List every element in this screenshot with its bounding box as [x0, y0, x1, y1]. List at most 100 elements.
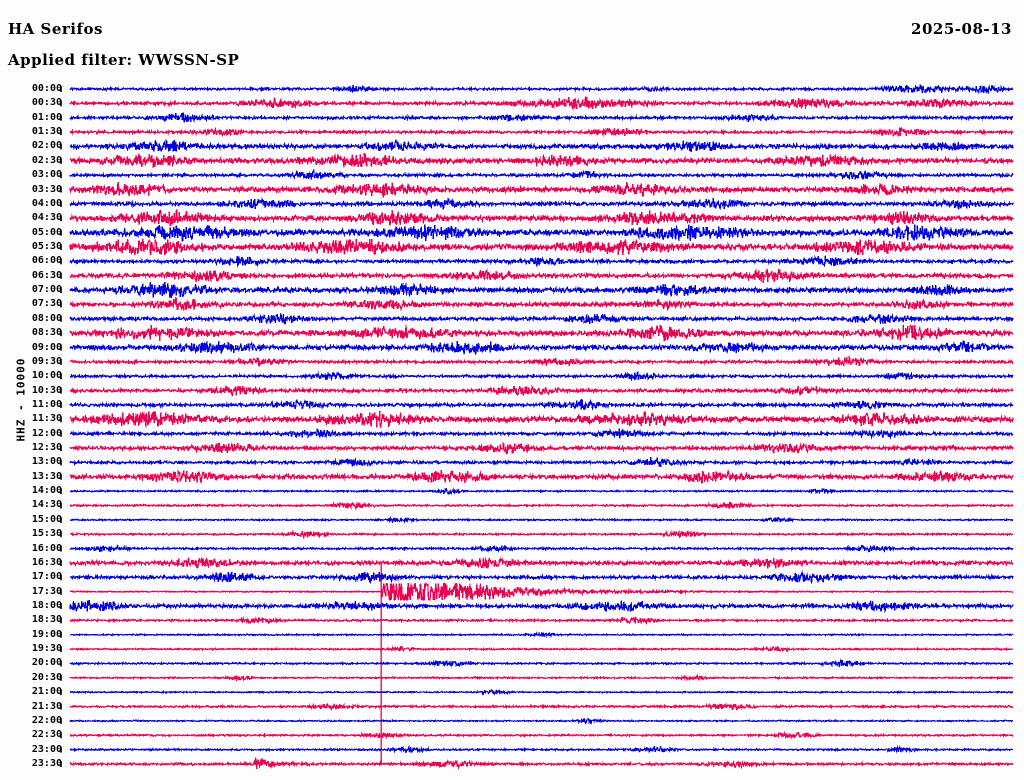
seismogram-trace[interactable]	[69, 544, 1014, 553]
seismogram-trace[interactable]	[69, 457, 1014, 468]
time-axis-tick-label: 19:00	[31, 628, 62, 640]
seismogram-trace[interactable]	[69, 238, 1014, 256]
seismogram-trace[interactable]	[69, 615, 1014, 626]
time-axis-tick-label: 12:30	[31, 442, 62, 454]
time-axis-tick-label: 06:00	[31, 255, 62, 267]
time-axis-tick-label: 23:00	[31, 743, 62, 755]
time-axis-tick-label: 12:00	[31, 427, 62, 439]
time-axis-tick-label: 18:00	[31, 600, 62, 612]
seismogram-trace[interactable]	[69, 371, 1014, 382]
time-axis-tick-label: 01:30	[31, 126, 62, 138]
seismogram-trace[interactable]	[69, 411, 1014, 429]
seismogram-trace[interactable]	[69, 689, 1014, 696]
seismogram-trace[interactable]	[69, 268, 1014, 283]
seismogram-trace[interactable]	[69, 96, 1014, 111]
seismogram-trace[interactable]	[69, 112, 1014, 123]
seismogram-trace[interactable]	[69, 570, 1014, 585]
time-axis-tick-label: 11:30	[31, 413, 62, 425]
seismogram-trace[interactable]	[69, 631, 1014, 639]
time-axis-tick-label: 08:00	[31, 312, 62, 324]
time-axis-tick-label: 15:30	[31, 528, 62, 540]
station-title: HA Serifos	[8, 20, 103, 38]
time-axis-tick-label: 14:00	[31, 485, 62, 497]
time-axis-tick-label: 04:00	[31, 197, 62, 209]
seismogram-trace[interactable]	[69, 324, 1014, 342]
time-axis-tick-label: 16:00	[31, 542, 62, 554]
time-axis-tick-label: 20:30	[31, 671, 62, 683]
time-axis-tick-label: 19:30	[31, 643, 62, 655]
seismogram-trace[interactable]	[69, 197, 1014, 211]
seismogram-trace[interactable]	[69, 297, 1014, 312]
time-axis-tick-label: 21:00	[31, 686, 62, 698]
time-axis-tick-label: 11:00	[31, 398, 62, 410]
time-axis-tick-label: 01:00	[31, 111, 62, 123]
time-axis-tick-label: 15:00	[31, 513, 62, 525]
seismogram-trace[interactable]	[69, 224, 1014, 242]
seismogram-trace[interactable]	[69, 717, 1014, 726]
seismogram-trace[interactable]	[69, 208, 1014, 227]
time-axis-tick-label: 22:00	[31, 714, 62, 726]
time-axis-tick-label: 07:30	[31, 298, 62, 310]
time-axis-tick-label: 13:30	[31, 470, 62, 482]
seismogram-trace[interactable]	[69, 427, 1014, 440]
time-axis-tick-label: 02:00	[31, 140, 62, 152]
seismogram-trace[interactable]	[69, 529, 1014, 540]
seismogram-trace[interactable]	[69, 487, 1014, 496]
time-axis-tick-label: 06:30	[31, 269, 62, 281]
seismogram-trace[interactable]	[69, 645, 1014, 654]
time-axis-tick-label: 03:00	[31, 169, 62, 181]
time-axis-tick-label: 04:30	[31, 212, 62, 224]
seismogram-trace[interactable]	[69, 384, 1014, 398]
seismogram-trace[interactable]	[69, 730, 1014, 740]
time-axis-tick-label: 13:00	[31, 456, 62, 468]
seismogram-trace[interactable]	[69, 702, 1014, 711]
time-axis-tick-label: 08:30	[31, 327, 62, 339]
time-axis-tick-label: 09:30	[31, 355, 62, 367]
seismogram-trace[interactable]	[69, 169, 1014, 181]
seismogram-trace[interactable]	[69, 254, 1014, 268]
seismogram-trace[interactable]	[69, 501, 1014, 512]
time-axis-tick-label: 07:00	[31, 284, 62, 296]
time-axis-tick-label: 09:00	[31, 341, 62, 353]
seismogram-trace[interactable]	[69, 355, 1014, 367]
time-axis-tick-label: 10:00	[31, 370, 62, 382]
seismogram-trace[interactable]	[69, 340, 1014, 356]
time-axis-tick-label: 22:30	[31, 729, 62, 741]
time-axis-tick-label: 02:30	[31, 154, 62, 166]
seismogram-trace[interactable]	[69, 153, 1014, 168]
seismogram-trace[interactable]	[69, 744, 1014, 754]
time-axis-tick-label: 16:30	[31, 556, 62, 568]
time-axis-tick-label: 23:30	[31, 758, 62, 769]
time-axis-tick-label: 18:30	[31, 614, 62, 626]
time-axis-tick-label: 10:30	[31, 384, 62, 396]
time-axis-tick-label: 17:30	[31, 585, 62, 597]
seismogram-trace[interactable]	[69, 312, 1014, 325]
time-axis-tick-label: 05:30	[31, 240, 62, 252]
time-axis-tick-label: 03:30	[31, 183, 62, 195]
seismogram-trace[interactable]	[69, 516, 1014, 524]
time-axis-tick-label: 00:00	[31, 83, 62, 94]
time-axis-tick-label: 05:00	[31, 226, 62, 238]
seismogram-trace[interactable]	[69, 581, 1014, 602]
seismogram-trace[interactable]	[69, 673, 1014, 683]
seismogram-trace[interactable]	[69, 757, 1014, 770]
seismogram-trace[interactable]	[69, 441, 1014, 455]
seismogram-trace[interactable]	[69, 556, 1014, 569]
time-axis-tick-label: 17:00	[31, 571, 62, 583]
seismogram-trace[interactable]	[69, 600, 1014, 614]
seismogram-trace[interactable]	[69, 126, 1014, 138]
seismogram-trace[interactable]	[69, 398, 1014, 411]
seismogram-trace[interactable]	[69, 138, 1014, 153]
date-label: 2025-08-13	[911, 20, 1012, 38]
seismogram-trace[interactable]	[69, 281, 1014, 299]
time-axis-tick-label: 00:30	[31, 97, 62, 109]
time-axis-tick-label: 21:30	[31, 700, 62, 712]
time-axis-tick-label: 14:30	[31, 499, 62, 511]
seismogram-trace[interactable]	[69, 468, 1014, 485]
applied-filter-label: Applied filter: WWSSN-SP	[8, 51, 240, 69]
seismogram-trace[interactable]	[69, 181, 1014, 198]
seismogram-trace[interactable]	[69, 658, 1014, 669]
seismogram-trace[interactable]	[69, 84, 1014, 95]
